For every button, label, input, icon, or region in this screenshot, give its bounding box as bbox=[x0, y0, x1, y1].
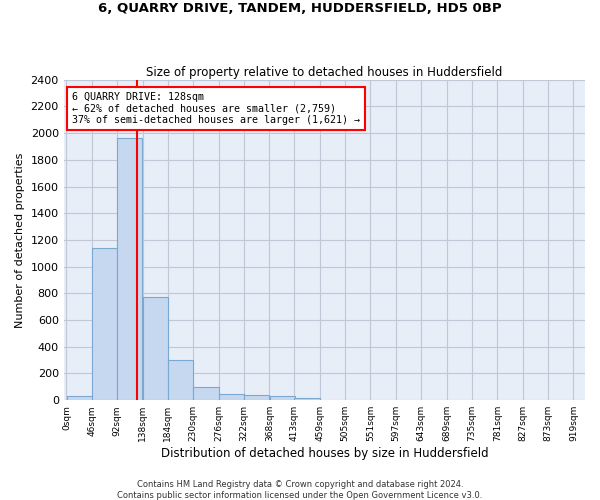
Text: Contains HM Land Registry data © Crown copyright and database right 2024.
Contai: Contains HM Land Registry data © Crown c… bbox=[118, 480, 482, 500]
Bar bbox=[67, 396, 92, 400]
Text: 6 QUARRY DRIVE: 128sqm
← 62% of detached houses are smaller (2,759)
37% of semi-: 6 QUARRY DRIVE: 128sqm ← 62% of detached… bbox=[72, 92, 360, 125]
Y-axis label: Number of detached properties: Number of detached properties bbox=[15, 152, 25, 328]
Bar bbox=[269, 396, 295, 400]
Bar bbox=[219, 394, 244, 400]
Bar bbox=[143, 296, 168, 400]
Bar bbox=[118, 138, 142, 400]
Bar bbox=[92, 248, 117, 400]
Bar bbox=[193, 387, 218, 400]
Text: 6, QUARRY DRIVE, TANDEM, HUDDERSFIELD, HD5 0BP: 6, QUARRY DRIVE, TANDEM, HUDDERSFIELD, H… bbox=[98, 2, 502, 16]
X-axis label: Distribution of detached houses by size in Huddersfield: Distribution of detached houses by size … bbox=[161, 447, 488, 460]
Title: Size of property relative to detached houses in Huddersfield: Size of property relative to detached ho… bbox=[146, 66, 503, 78]
Bar bbox=[295, 398, 320, 400]
Bar bbox=[244, 394, 269, 400]
Bar bbox=[168, 360, 193, 400]
